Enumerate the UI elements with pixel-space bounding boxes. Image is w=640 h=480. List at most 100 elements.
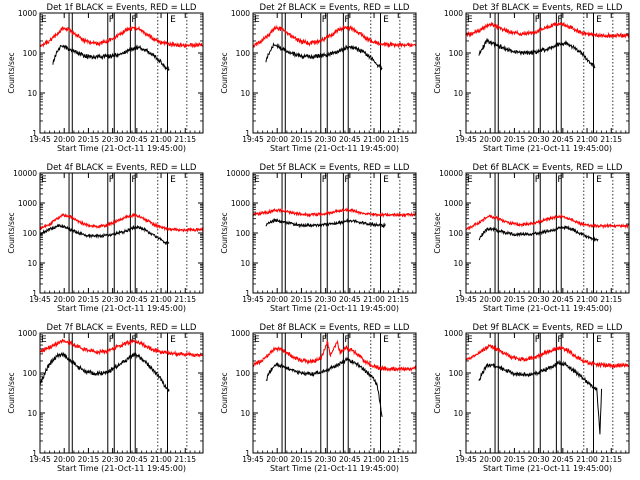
y-axis-label: Counts/sec bbox=[7, 212, 16, 253]
series-line-events bbox=[478, 225, 599, 242]
x-tick-label: 20:15 bbox=[504, 295, 526, 304]
x-tick-label: 20:00 bbox=[266, 135, 288, 144]
y-tick-label: 1000 bbox=[444, 9, 463, 18]
x-tick-label: 20:15 bbox=[78, 295, 100, 304]
x-tick-label: 20:00 bbox=[53, 135, 75, 144]
x-tick-label: 20:15 bbox=[504, 455, 526, 464]
x-axis-label: Start Time (21-Oct-11 19:45:00) bbox=[57, 304, 186, 313]
y-tick-label: 1000 bbox=[231, 9, 250, 18]
series-line-lld bbox=[465, 213, 630, 231]
y-tick-label: 10 bbox=[240, 259, 250, 268]
y-tick-label: 10000 bbox=[226, 169, 250, 178]
flag-label: F bbox=[344, 175, 349, 185]
chart-title: Det 1f BLACK = Events, RED = LLD bbox=[47, 3, 197, 13]
x-tick-label: 20:30 bbox=[315, 295, 337, 304]
x-tick-label: 21:00 bbox=[150, 135, 172, 144]
flag-label: E bbox=[254, 335, 260, 345]
x-tick-label: 21:15 bbox=[387, 455, 409, 464]
x-tick-label: 20:15 bbox=[291, 135, 313, 144]
chart-title: Det 2f BLACK = Events, RED = LLD bbox=[260, 3, 410, 13]
flag-label: F bbox=[109, 15, 114, 25]
x-axis-label: Start Time (21-Oct-11 19:45:00) bbox=[483, 144, 612, 153]
y-tick-label: 1 bbox=[245, 289, 250, 298]
flag-label: E bbox=[383, 175, 389, 185]
plot-frame bbox=[39, 332, 204, 454]
flag-label: F bbox=[535, 175, 540, 185]
x-axis-label: Start Time (21-Oct-11 19:45:00) bbox=[57, 144, 186, 153]
flag-label: E bbox=[254, 175, 260, 185]
x-tick-label: 20:30 bbox=[528, 295, 550, 304]
x-axis-label: Start Time (21-Oct-11 19:45:00) bbox=[483, 304, 612, 313]
y-tick-label: 1000 bbox=[444, 199, 463, 208]
flag-label: E bbox=[467, 335, 473, 345]
x-tick-label: 19:45 bbox=[242, 135, 264, 144]
y-tick-label: 10 bbox=[27, 259, 37, 268]
flag-label: E bbox=[596, 15, 602, 25]
x-tick-label: 21:15 bbox=[174, 455, 196, 464]
x-axis-label: Start Time (21-Oct-11 19:45:00) bbox=[270, 464, 399, 473]
x-tick-label: 21:00 bbox=[150, 455, 172, 464]
y-tick-label: 1 bbox=[32, 289, 37, 298]
plot-frame bbox=[39, 12, 204, 134]
x-tick-label: 20:15 bbox=[291, 295, 313, 304]
x-tick-label: 20:30 bbox=[315, 135, 337, 144]
chart-title: Det 4f BLACK = Events, RED = LLD bbox=[47, 163, 197, 173]
x-tick-label: 21:15 bbox=[174, 135, 196, 144]
x-tick-label: 20:45 bbox=[126, 135, 148, 144]
plot-frame bbox=[465, 172, 630, 294]
flag-label: F bbox=[131, 175, 136, 185]
series-line-events bbox=[52, 44, 170, 71]
x-tick-label: 20:45 bbox=[339, 455, 361, 464]
x-tick-label: 20:45 bbox=[339, 135, 361, 144]
x-tick-label: 21:15 bbox=[387, 295, 409, 304]
x-tick-label: 20:00 bbox=[53, 295, 75, 304]
flag-label: E bbox=[41, 175, 47, 185]
x-tick-label: 21:00 bbox=[363, 295, 385, 304]
flag-label: E bbox=[596, 175, 602, 185]
flag-label: F bbox=[131, 15, 136, 25]
x-tick-label: 19:45 bbox=[29, 455, 51, 464]
x-tick-label: 20:30 bbox=[102, 295, 124, 304]
x-tick-label: 21:15 bbox=[600, 135, 622, 144]
flag-label: E bbox=[596, 335, 602, 345]
chart-title: Det 5f BLACK = Events, RED = LLD bbox=[260, 163, 410, 173]
flag-label: E bbox=[467, 175, 473, 185]
series-line-lld bbox=[252, 24, 417, 49]
y-tick-label: 1 bbox=[458, 129, 463, 138]
y-tick-label: 100 bbox=[236, 229, 251, 238]
x-tick-label: 20:15 bbox=[78, 455, 100, 464]
x-tick-label: 21:00 bbox=[576, 455, 598, 464]
y-tick-label: 10 bbox=[453, 89, 463, 98]
y-tick-label: 1000 bbox=[231, 199, 250, 208]
x-tick-label: 20:00 bbox=[266, 295, 288, 304]
x-tick-label: 19:45 bbox=[242, 295, 264, 304]
x-tick-label: 20:45 bbox=[552, 135, 574, 144]
flag-label: F bbox=[109, 175, 114, 185]
y-axis-label: Counts/sec bbox=[7, 52, 16, 93]
x-tick-label: 20:00 bbox=[53, 455, 75, 464]
flag-label: E bbox=[170, 175, 176, 185]
x-tick-label: 19:45 bbox=[455, 455, 477, 464]
y-tick-label: 1 bbox=[245, 449, 250, 458]
series-line-lld bbox=[252, 339, 417, 372]
x-axis-label: Start Time (21-Oct-11 19:45:00) bbox=[270, 144, 399, 153]
flag-label: E bbox=[41, 335, 47, 345]
series-line-events bbox=[478, 359, 603, 435]
plot-frame bbox=[252, 12, 417, 134]
x-tick-label: 20:00 bbox=[479, 135, 501, 144]
flag-label: F bbox=[557, 15, 562, 25]
flag-label: F bbox=[109, 335, 114, 345]
chart-title: Det 9f BLACK = Events, RED = LLD bbox=[473, 323, 623, 333]
x-tick-label: 20:00 bbox=[479, 295, 501, 304]
flag-label: F bbox=[322, 335, 327, 345]
x-axis-label: Start Time (21-Oct-11 19:45:00) bbox=[57, 464, 186, 473]
y-tick-label: 10 bbox=[27, 409, 37, 418]
x-tick-label: 20:45 bbox=[552, 455, 574, 464]
flag-label: F bbox=[535, 335, 540, 345]
